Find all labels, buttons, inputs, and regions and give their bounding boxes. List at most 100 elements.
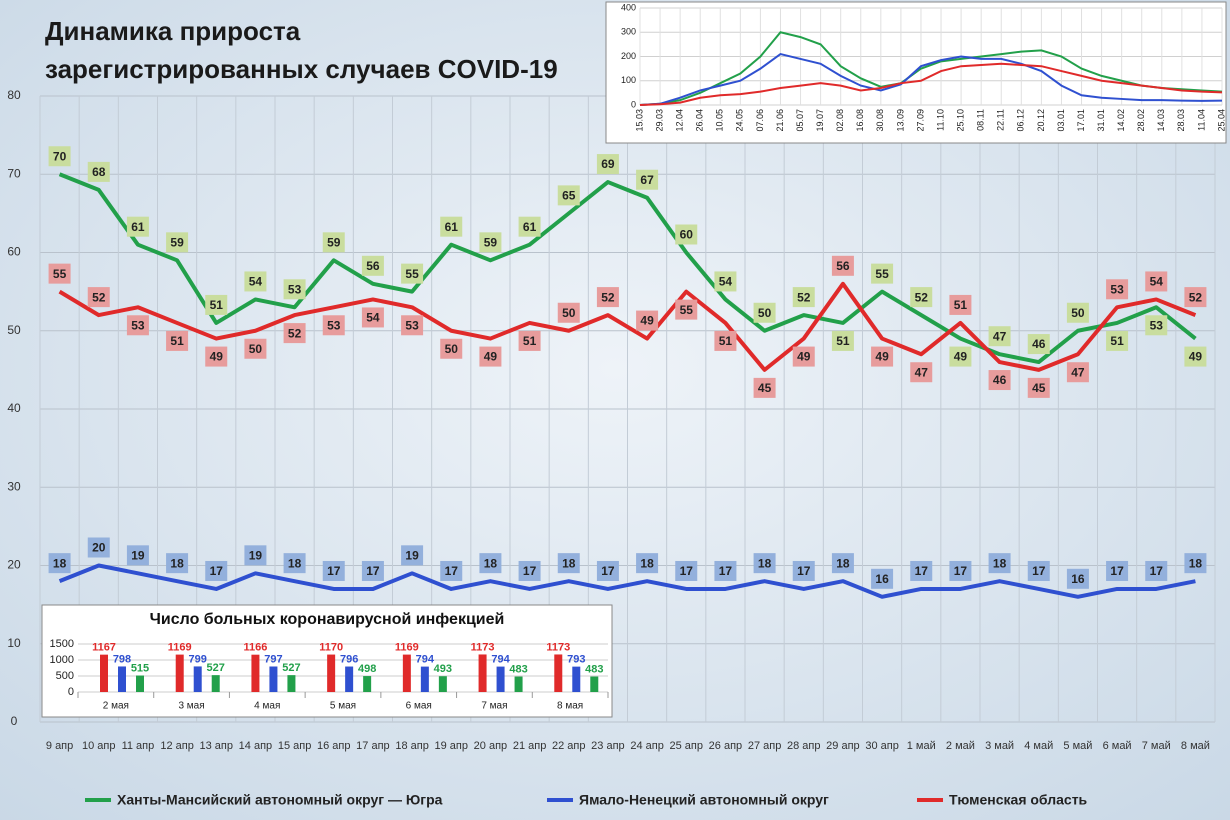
value-label-box [48,146,71,167]
value-label-box [244,338,267,359]
value-label-box [636,553,659,574]
value-label-box [361,307,384,328]
value-label: 53 [405,318,419,332]
x-tick-label: 30 апр [865,740,898,752]
value-label-box [361,255,384,276]
value-label-box [753,302,776,323]
value-label: 17 [915,564,929,578]
chart-title: зарегистрированных случаев COVID-19 [45,54,558,84]
value-label-box [126,315,149,336]
legend-label: Тюменская область [949,792,1088,808]
value-label-box [166,330,189,351]
value-label: 52 [1189,290,1203,304]
value-label-box [479,232,502,253]
value-label: 60 [680,228,694,242]
value-label-box [1106,279,1129,300]
x-tick-label: 26.04 [695,109,705,132]
bar [420,666,429,692]
x-tick-label: 28.02 [1136,109,1146,132]
value-label: 49 [875,350,889,364]
value-label: 53 [327,318,341,332]
x-tick-label: 4 мая [254,701,280,712]
bar-value-label: 1170 [319,641,343,653]
value-label-box [440,338,463,359]
x-tick-label: 03.01 [1056,109,1066,132]
value-label: 59 [327,235,341,249]
value-label: 16 [875,572,889,586]
bar-value-label: 794 [491,653,510,665]
x-tick-label: 27.09 [915,109,925,132]
bar [345,666,354,692]
value-label-box [1106,560,1129,581]
value-label-box [1145,271,1168,292]
y-tick-label: 70 [7,166,21,180]
value-label-box [518,216,541,237]
value-label-box [166,232,189,253]
y-tick-label: 100 [621,75,636,85]
value-label-box [675,299,698,320]
value-label: 50 [1071,306,1085,320]
value-label-box [518,330,541,351]
x-tick-label: 8 май [1181,740,1210,752]
value-label: 53 [1110,282,1124,296]
bar [269,666,278,692]
bar-value-label: 1169 [395,641,419,653]
bar [118,666,126,692]
y-tick-label: 40 [7,401,21,415]
x-tick-label: 17 апр [356,740,389,752]
value-label-box [910,560,933,581]
inset-line-chart: 0 100 200 300 400 15.03 29.03 12.04 26.04 10.05 24… [621,2,1226,131]
value-label: 47 [1071,365,1085,379]
value-label: 51 [170,334,184,348]
value-label-box [87,537,110,558]
bar-value-label: 1173 [471,641,495,653]
value-label: 19 [405,548,419,562]
value-label: 61 [523,220,537,234]
value-label: 18 [170,556,184,570]
bar-value-label: 794 [416,653,435,665]
bar-value-label: 1167 [92,642,116,654]
value-label-box [1184,287,1207,308]
bar-value-label: 1166 [243,642,267,654]
value-label: 18 [1189,556,1203,570]
value-label: 18 [758,556,772,570]
bar [251,654,260,692]
x-tick-label: 21 апр [513,740,546,752]
value-label: 54 [719,275,733,289]
x-tick-label: 16.08 [855,109,865,132]
y-tick-label: 400 [621,2,636,12]
bar [100,654,108,692]
value-label: 18 [836,556,850,570]
legend-label: Ханты-Мансийский автономный округ — Югра [117,792,443,808]
x-tick-label: 12 апр [160,740,193,752]
value-label-box [557,302,580,323]
bar-value-label: 798 [113,653,131,665]
value-label: 17 [445,564,459,578]
value-label: 16 [1071,572,1085,586]
x-tick-label: 9 апр [46,740,73,752]
bar [136,675,144,692]
value-label: 51 [836,334,850,348]
value-label-box [792,560,815,581]
series-line [639,62,1223,106]
x-tick-label: 17.01 [1076,109,1086,132]
value-label: 45 [758,381,772,395]
value-label-box [1184,553,1207,574]
value-label-box [1027,560,1050,581]
value-label-box [871,346,894,367]
x-tick-label: 11.04 [1196,109,1206,131]
bar [478,654,487,692]
value-label: 47 [915,365,929,379]
x-tick-label: 5 мая [330,701,356,712]
x-tick-label: 1 май [907,740,936,752]
value-label: 55 [875,267,889,281]
value-label: 18 [484,556,498,570]
y-tick-label: 10 [7,636,21,650]
value-label: 47 [993,329,1007,343]
value-label: 18 [288,556,302,570]
value-label-box [714,271,737,292]
x-tick-label: 2 май [946,740,975,752]
value-label: 69 [601,157,615,171]
x-tick-label: 19.07 [815,109,825,132]
